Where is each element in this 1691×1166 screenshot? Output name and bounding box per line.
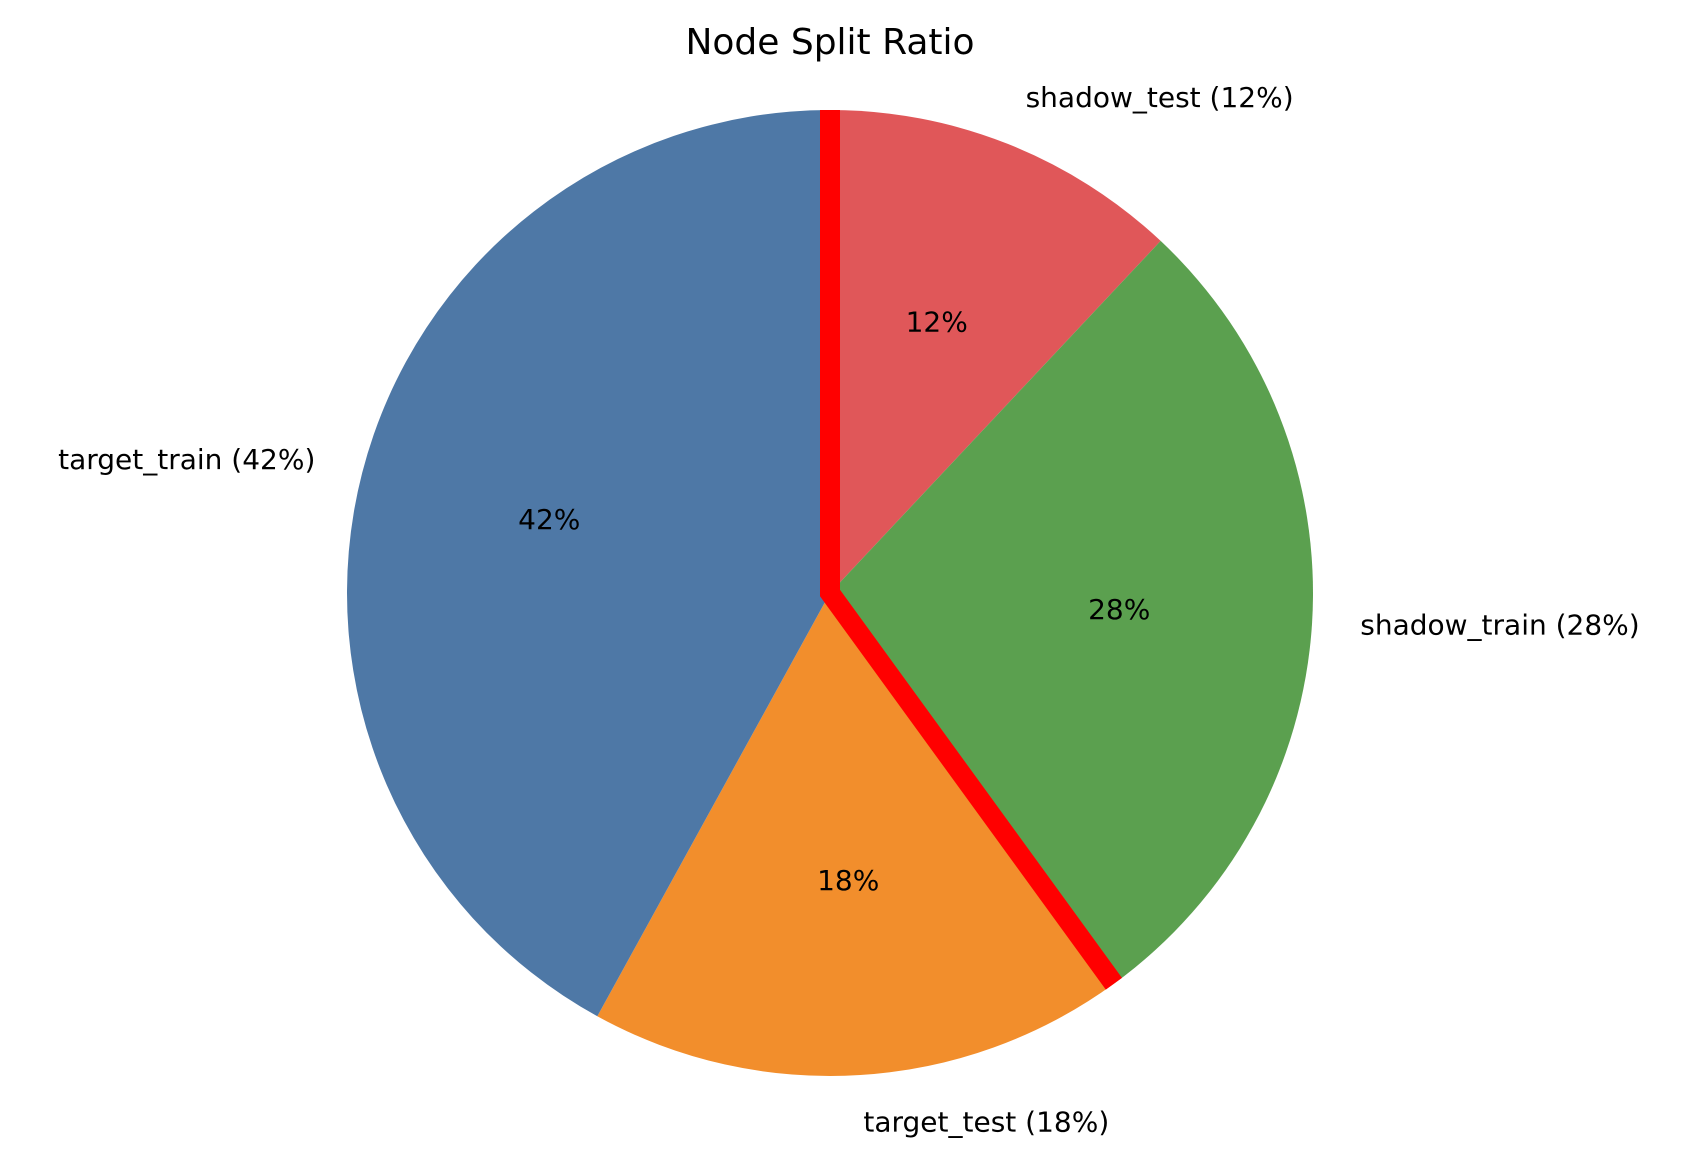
chart-title: Node Split Ratio <box>685 22 974 63</box>
slice-label-shadow-test: shadow_test (12%) <box>1026 81 1294 114</box>
pct-label-shadow-train: 28% <box>1088 593 1150 626</box>
pie-slices <box>347 110 1314 1076</box>
split-line <box>820 110 1122 990</box>
pct-label-target-train: 42% <box>518 503 580 536</box>
slice-label-target-test: target_test (18%) <box>863 1105 1109 1138</box>
percentage-labels: 12% 28% 18% 42% <box>518 306 1150 898</box>
split-lines <box>820 110 1122 990</box>
pct-label-shadow-test: 12% <box>906 306 968 339</box>
pie-slice-shadow-train <box>830 240 1314 984</box>
slice-labels: shadow_test (12%) shadow_train (28%) targe… <box>58 81 1640 1138</box>
slice-label-shadow-train: shadow_train (28%) <box>1360 608 1639 641</box>
pie-slice-target-test <box>597 593 1114 1076</box>
pie-slice-target-train <box>347 110 830 1017</box>
slice-label-target-train: target_train (42%) <box>58 443 315 476</box>
pct-label-target-test: 18% <box>817 864 879 897</box>
pie-slice-shadow-test <box>830 110 1161 593</box>
